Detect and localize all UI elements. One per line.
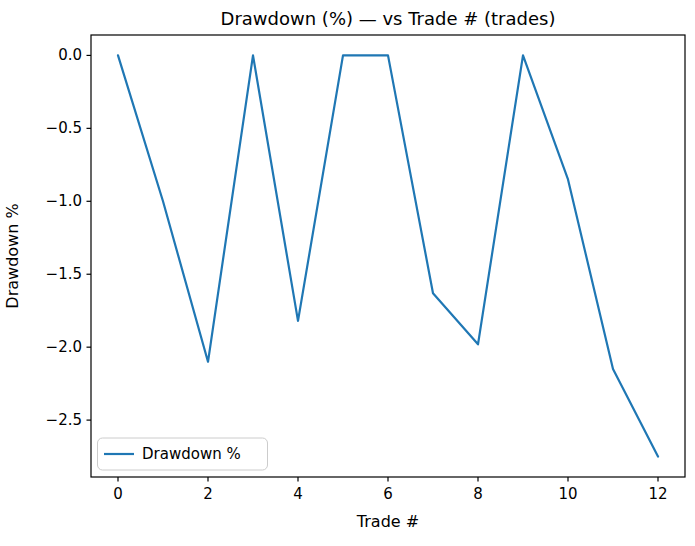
drawdown-line-chart: 0 2 4 6 8 10 12 0.0 −0.5 −1.0 −1.5 −2.0 −2.5 Drawdo… [0,0,695,546]
y-tick-label: −2.0 [46,338,82,356]
x-tick-label: 6 [383,485,393,503]
x-tick-label: 0 [113,485,123,503]
y-axis-label: Drawdown % [3,203,22,308]
y-tick-label: −1.5 [46,265,82,283]
y-axis-ticks: 0.0 −0.5 −1.0 −1.5 −2.0 −2.5 [46,46,91,429]
x-tick-label: 8 [473,485,483,503]
x-tick-label: 4 [293,485,303,503]
chart-title: Drawdown (%) — vs Trade # (trades) [221,8,556,29]
x-tick-label: 10 [558,485,577,503]
chart-figure: 0 2 4 6 8 10 12 0.0 −0.5 −1.0 −1.5 −2.0 −2.5 Drawdo… [0,0,695,546]
y-tick-label: 0.0 [58,46,82,64]
x-axis-ticks: 0 2 4 6 8 10 12 [113,477,667,503]
legend: Drawdown % [98,438,268,470]
x-tick-label: 12 [648,485,667,503]
y-tick-label: −2.5 [46,411,82,429]
y-tick-label: −0.5 [46,119,82,137]
plot-area [91,35,685,477]
x-axis-label: Trade # [356,512,419,531]
legend-label: Drawdown % [142,445,241,463]
x-tick-label: 2 [203,485,213,503]
y-tick-label: −1.0 [46,192,82,210]
